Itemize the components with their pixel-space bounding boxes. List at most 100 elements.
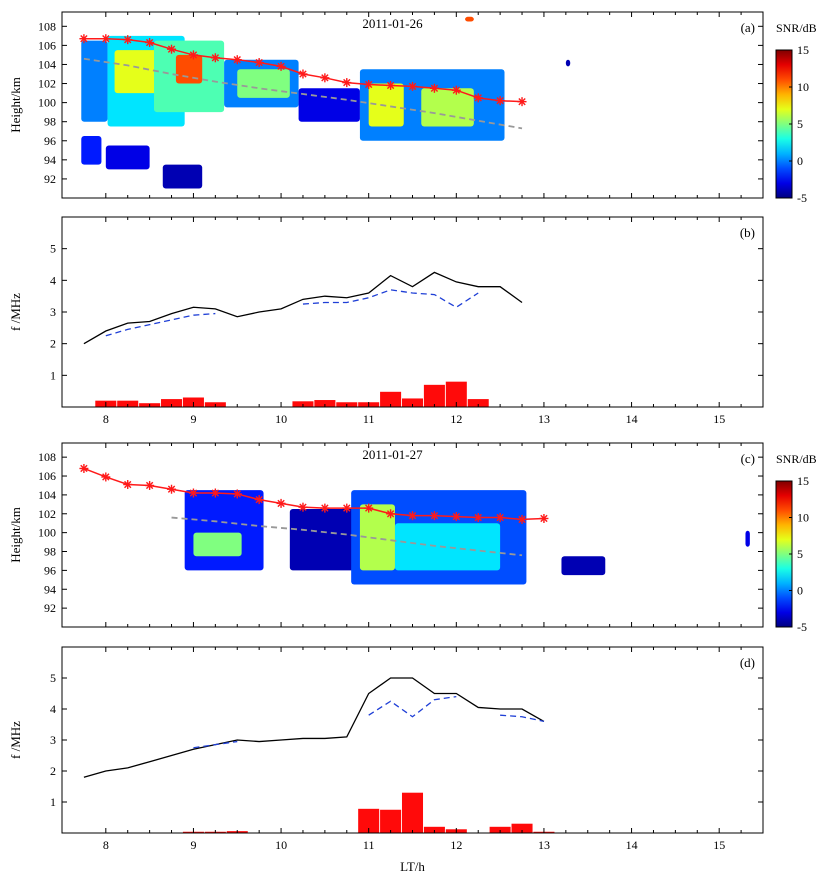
panel-a: 2011-01-26 -5 0 5 10 15 SNR/dB (a) 92 94 96 98 100 10… [8, 11, 817, 205]
peak-height-point [167, 484, 177, 494]
y-axis-label: Height/km [8, 77, 23, 133]
y-tick-label: 4 [50, 702, 56, 716]
y-tick-label: 92 [44, 601, 56, 615]
y-tick-label: 1 [50, 795, 56, 809]
y-tick-label: 92 [44, 172, 56, 186]
y-tick-label: 108 [38, 19, 56, 33]
snr-cell [561, 556, 606, 576]
y-tick-label: 3 [50, 305, 56, 319]
peak-height-point [473, 93, 483, 103]
peak-height-point [123, 480, 133, 490]
peak-height-point [364, 503, 374, 513]
x-tick-label: 12 [450, 412, 462, 426]
colorbar-tick-label: 5 [797, 547, 803, 561]
y-tick-label: 1 [50, 368, 56, 382]
fmin-line [368, 695, 457, 718]
occurrence-bar [358, 808, 380, 833]
plot-area [83, 271, 523, 407]
y-tick-label: 98 [44, 115, 56, 129]
peak-height-point [79, 463, 89, 473]
x-tick-label: 8 [103, 412, 109, 426]
occurrence-bar [161, 399, 183, 407]
occurrence-bar [314, 400, 336, 407]
peak-height-point [276, 498, 286, 508]
snr-cell [105, 145, 150, 170]
panel-c: 2011-01-27 -5 0 5 10 15 SNR/dB (c) 92 94 96 98 100 10… [8, 442, 817, 634]
peak-height-point [123, 35, 133, 45]
x-tick-label: 13 [538, 838, 550, 852]
y-axis-label: Height/km [8, 507, 23, 563]
y-tick-label: 96 [44, 134, 56, 148]
snr-cell [745, 530, 750, 547]
y-axis-label: f /MHz [8, 293, 23, 331]
fmin-line [105, 312, 216, 337]
snr-cell [114, 50, 159, 94]
fmin-line [500, 714, 545, 723]
y-tick-label: 2 [50, 337, 56, 351]
occurrence-bar [511, 823, 533, 833]
peak-height-point [495, 513, 505, 523]
fmin-line [193, 740, 238, 749]
peak-height-point [364, 79, 374, 89]
snr-cell [175, 54, 203, 84]
occurrence-bar [117, 400, 139, 407]
peak-height-point [473, 513, 483, 523]
y-tick-label: 98 [44, 545, 56, 559]
trend-line [83, 57, 523, 130]
y-tick-label: 106 [38, 38, 56, 52]
y-tick-label: 4 [50, 273, 56, 287]
peak-height-point [276, 61, 286, 71]
x-tick-label: 15 [713, 412, 725, 426]
fmin-line [302, 289, 479, 309]
peak-height-point [79, 34, 89, 44]
snr-cell [289, 509, 360, 571]
occurrence-bar [380, 809, 402, 833]
occurrence-bar [445, 381, 467, 407]
panel-label: (b) [740, 225, 755, 240]
peak-height-point [517, 514, 527, 524]
y-tick-label: 102 [38, 77, 56, 91]
y-tick-label: 94 [44, 582, 56, 596]
panel-label: (c) [741, 451, 755, 466]
peak-height-point [167, 44, 177, 54]
y-tick-label: 94 [44, 153, 56, 167]
peak-height-point [210, 488, 220, 498]
peak-height-point [145, 38, 155, 48]
snr-cell [359, 504, 395, 571]
peak-height-point [408, 511, 417, 521]
x-tick-label: 11 [363, 838, 375, 852]
peak-height-point [101, 472, 111, 482]
peak-height-point [145, 480, 155, 490]
occurrence-bar [380, 391, 402, 407]
y-tick-label: 96 [44, 563, 56, 577]
peak-height-point [254, 58, 264, 68]
snr-cell [81, 40, 108, 122]
y-tick-label: 104 [38, 488, 56, 502]
occurrence-bar [423, 384, 445, 407]
trend-line [171, 516, 523, 557]
peak-height-point [298, 69, 308, 79]
snr-cell [81, 136, 102, 165]
peak-height-point [188, 50, 198, 60]
y-tick-label: 3 [50, 733, 56, 747]
snr-cell [565, 59, 571, 67]
x-tick-label: 15 [713, 838, 725, 852]
peak-height-point [408, 81, 417, 91]
colorbar-tick-label: 10 [797, 80, 809, 94]
panel-date: 2011-01-27 [362, 447, 423, 462]
occurrence-bar [423, 826, 445, 833]
y-tick-label: 5 [50, 242, 56, 256]
y-axis-label: f /MHz [8, 721, 23, 759]
x-tick-label: 11 [363, 412, 375, 426]
colorbar-tick-label: -5 [797, 191, 807, 205]
peak-height-point [210, 53, 220, 63]
y-tick-label: 100 [38, 526, 56, 540]
peak-height-point [188, 488, 198, 498]
x-tick-label: 9 [190, 838, 196, 852]
y-tick-label: 100 [38, 96, 56, 110]
plot-area [83, 677, 555, 833]
fmax-line [83, 677, 545, 778]
peak-height-point [451, 85, 461, 95]
